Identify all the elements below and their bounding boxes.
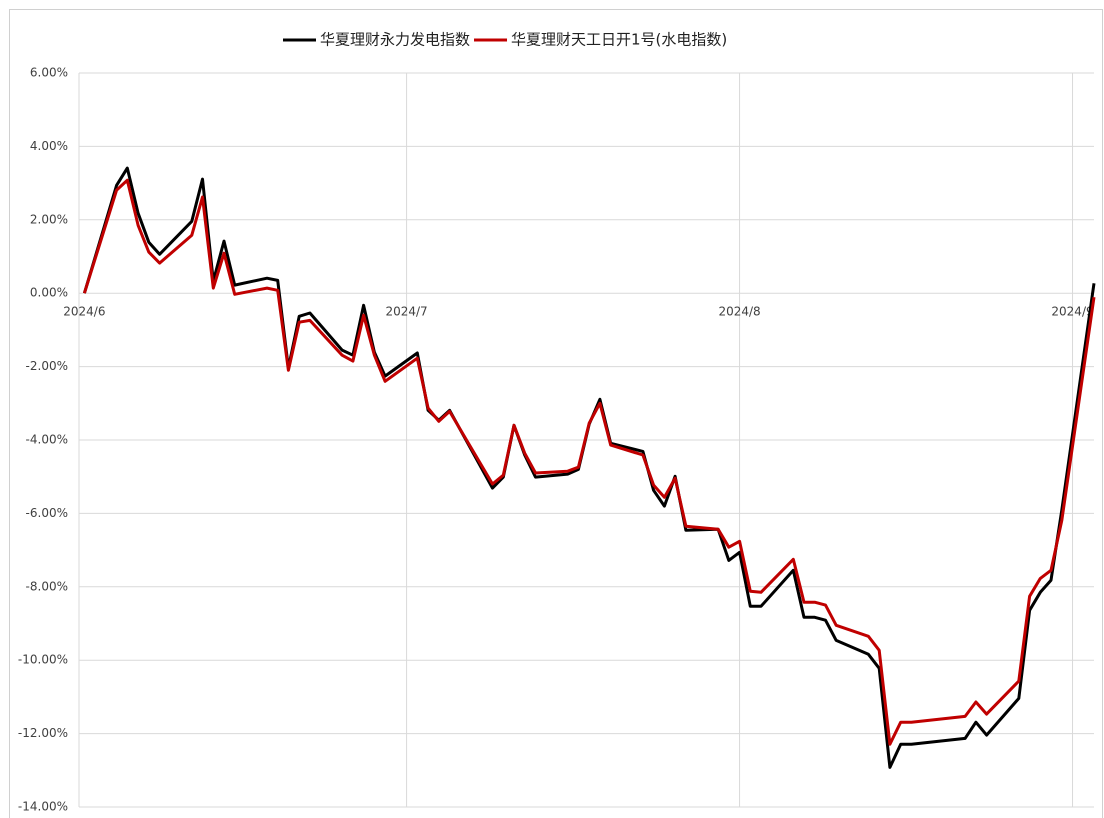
legend: 华夏理财永力发电指数 华夏理财天工日开1号(水电指数) [283,31,727,49]
series-line [82,178,1096,746]
chart-border [9,9,1103,818]
y-tick-label: 0.00% [30,286,68,300]
x-tick-label: 2024/8 [718,305,760,319]
legend-label: 华夏理财天工日开1号(水电指数) [511,31,727,49]
y-tick-label: 4.00% [30,139,68,153]
y-tick-label: -14.00% [18,800,68,814]
plot-lines [82,166,1096,769]
y-tick-label: -6.00% [26,506,68,520]
y-tick-label: 6.00% [30,66,68,80]
axis-labels: -14.00% -12.00% -10.00% -8.00% -6.00% -4.00% -… [18,66,1094,814]
y-tick-label: 2.00% [30,212,68,226]
y-tick-label: -4.00% [26,433,68,447]
x-tick-label: 2024/7 [385,305,427,319]
y-tick-label: -8.00% [26,579,68,593]
y-tick-label: -10.00% [18,653,68,667]
x-tick-label: 2024/6 [63,305,105,319]
y-tick-label: -12.00% [18,726,68,740]
y-tick-label: -2.00% [26,359,68,373]
legend-label: 华夏理财永力发电指数 [320,31,470,49]
x-tick-label: 2024/9 [1051,305,1093,319]
series-line [82,166,1096,769]
